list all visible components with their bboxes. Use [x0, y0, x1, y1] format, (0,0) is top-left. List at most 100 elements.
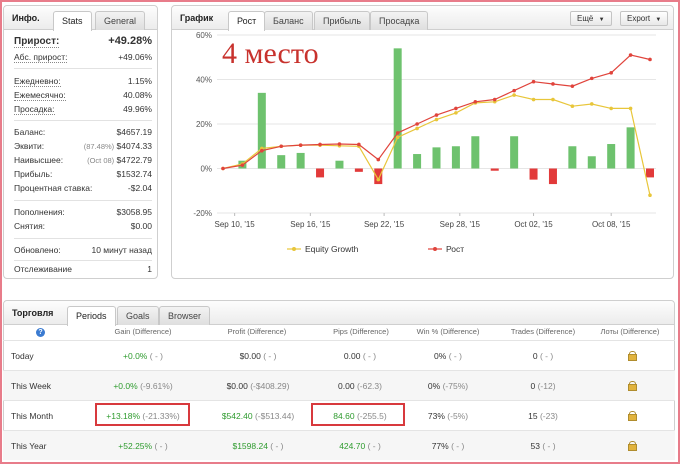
profit-value: $0.00 — [239, 351, 261, 361]
pips-diff: ( - ) — [367, 441, 381, 451]
column-header-profit[interactable]: Profit (Difference) — [227, 327, 287, 336]
chart-panel: График Рост Баланс Прибыль Просадка Ещё … — [171, 5, 674, 279]
updated-row: Обновлено: 10 минут назад — [14, 245, 152, 258]
profit-value: $1598.24 — [232, 441, 268, 451]
column-header-pips[interactable]: Pips (Difference) — [333, 327, 389, 336]
divider — [14, 260, 152, 261]
monthly-label[interactable]: Ежемесячно: — [14, 90, 66, 101]
column-header-gain[interactable]: Gain (Difference) — [114, 327, 172, 336]
column-header-win[interactable]: Win % (Difference) — [416, 327, 480, 336]
help-icon[interactable]: ? — [36, 328, 45, 337]
pips-value: 424.70 — [339, 441, 366, 451]
equity-value: $4074.33 — [116, 141, 152, 151]
pips-cell: 84.60 (-255.5) — [315, 411, 405, 421]
pips-diff: ( - ) — [362, 351, 377, 361]
abs-growth-value: +49.06% — [118, 52, 152, 62]
balance-label: Баланс: — [14, 127, 46, 137]
period-label: This Year — [11, 441, 47, 451]
tab-profit[interactable]: Прибыль — [314, 11, 371, 30]
drawdown-label[interactable]: Просадка: — [14, 104, 55, 115]
trades-value: 0 — [530, 381, 536, 391]
export-dropdown[interactable]: Export ▼ — [620, 11, 669, 26]
win-diff: (-5%) — [447, 411, 469, 421]
interest-value: -$2.04 — [127, 183, 152, 193]
growth-label[interactable]: Прирост: — [14, 36, 60, 48]
monthly-value: 40.08% — [123, 90, 152, 100]
win-value: 0% — [434, 351, 447, 361]
gain-diff: ( - ) — [149, 351, 163, 361]
tab-goals[interactable]: Goals — [117, 306, 159, 325]
highest-value-group: (Oct 08) $4722.79 — [87, 155, 152, 165]
deposits-value: $3058.95 — [116, 207, 152, 217]
highlight-box-gain — [95, 403, 190, 426]
tracking-row: Отслеживание 1 — [14, 264, 152, 277]
pips-value: 0.00 — [343, 351, 361, 361]
tab-drawdown[interactable]: Просадка — [370, 11, 429, 30]
divider — [14, 68, 152, 69]
growth-row: Прирост: +49.28% — [14, 35, 152, 50]
tab-balance[interactable]: Баланс — [264, 11, 313, 30]
daily-row: Ежедневно: 1.15% — [14, 76, 152, 89]
lock-icon[interactable] — [628, 381, 637, 391]
growth-value: +49.28% — [108, 35, 152, 47]
gain-diff: (-9.61%) — [140, 381, 173, 391]
column-header-trades[interactable]: Trades (Difference) — [510, 327, 576, 336]
deposits-row: Пополнения: $3058.95 — [14, 207, 152, 220]
daily-label[interactable]: Ежедневно: — [14, 76, 61, 87]
profit-diff: (-$513.44) — [254, 411, 295, 421]
gain-value: +13.18% — [106, 411, 141, 421]
pips-cell: 0.00 (-62.3) — [315, 381, 405, 391]
trades-diff: (-23) — [539, 411, 558, 421]
trades-value: 53 — [530, 441, 540, 451]
tab-periods[interactable]: Periods — [67, 306, 116, 326]
profit-value: $0.00 — [226, 381, 248, 391]
tab-general[interactable]: General — [95, 11, 146, 30]
win-diff: (-75%) — [442, 381, 469, 391]
withdrawals-row: Снятия: $0.00 — [14, 221, 152, 234]
lock-icon[interactable] — [628, 351, 637, 361]
trading-panel-title: Торговля — [12, 308, 54, 318]
equity-value-group: (87.48%) $4074.33 — [84, 141, 152, 151]
trades-cell: 0 (-12) — [503, 381, 583, 391]
more-label: Ещё — [577, 14, 594, 23]
updated-value: 10 минут назад — [91, 245, 152, 255]
pips-diff: (-255.5) — [356, 411, 387, 421]
tab-browser[interactable]: Browser — [159, 306, 211, 325]
withdrawals-value: $0.00 — [130, 221, 152, 231]
tab-stats[interactable]: Stats — [53, 11, 92, 31]
trades-cell: 0 ( - ) — [503, 351, 583, 361]
win-cell: 77% ( - ) — [408, 441, 488, 451]
pips-cell: 424.70 ( - ) — [315, 441, 405, 451]
highest-value: $4722.79 — [116, 155, 152, 165]
balance-value: $4657.19 — [116, 127, 152, 137]
divider — [14, 238, 152, 239]
tab-growth[interactable]: Рост — [228, 11, 266, 31]
abs-growth-label[interactable]: Абс. прирост: — [14, 52, 68, 63]
lock-icon[interactable] — [628, 441, 637, 451]
interest-label: Процентная ставка: — [14, 183, 93, 193]
chart-panel-title: График — [180, 13, 214, 23]
deposits-label: Пополнения: — [14, 207, 65, 217]
updated-label: Обновлено: — [14, 245, 61, 255]
tracking-label: Отслеживание — [14, 264, 73, 274]
profit-diff: (-$408.29) — [250, 381, 290, 391]
monthly-row: Ежемесячно: 40.08% — [14, 90, 152, 103]
gain-value: +0.0% — [123, 351, 148, 361]
win-cell: 0% (-75%) — [408, 381, 488, 391]
profit-cell: $1598.24 ( - ) — [208, 441, 308, 451]
export-label: Export — [627, 14, 651, 23]
withdrawals-label: Снятия: — [14, 221, 46, 231]
trades-cell: 15 (-23) — [503, 411, 583, 421]
drawdown-value: 49.96% — [123, 104, 152, 114]
lock-icon[interactable] — [628, 411, 637, 421]
daily-value: 1.15% — [127, 76, 152, 86]
profit-cell: $0.00 (-$408.29) — [208, 381, 308, 391]
gain-cell: +13.18% (-21.33%) — [98, 411, 188, 421]
profit-cell: $0.00 ( - ) — [208, 351, 308, 361]
more-dropdown[interactable]: Ещё ▼ — [570, 11, 612, 26]
column-header-lots[interactable]: Лоты (Difference) — [600, 327, 660, 336]
chevron-down-icon: ▼ — [598, 17, 605, 23]
profit-cell: $542.40 (-$513.44) — [208, 411, 308, 421]
abs-growth-row: Абс. прирост: +49.06% — [14, 52, 152, 65]
gain-value: +0.0% — [113, 381, 138, 391]
